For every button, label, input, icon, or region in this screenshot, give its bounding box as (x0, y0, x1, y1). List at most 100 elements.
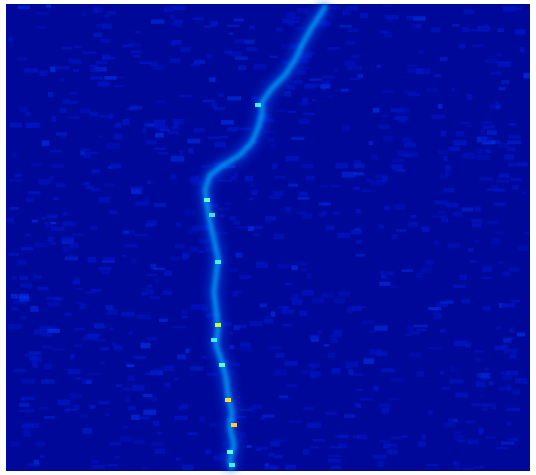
noise-speck (460, 122, 470, 124)
noise-speck (384, 32, 392, 38)
noise-speck (327, 47, 340, 50)
noise-speck (181, 403, 189, 408)
noise-speck (69, 101, 78, 104)
noise-speck (131, 415, 139, 420)
noise-speck (174, 378, 178, 380)
noise-speck (292, 21, 299, 23)
noise-speck (19, 276, 28, 280)
noise-speck (434, 313, 443, 319)
hot-spot (204, 198, 210, 202)
noise-speck (299, 67, 309, 69)
noise-speck (133, 55, 140, 57)
noise-speck (277, 264, 289, 268)
noise-speck (313, 439, 326, 442)
noise-speck (207, 136, 220, 139)
noise-speck (330, 185, 341, 187)
noise-speck (47, 329, 60, 333)
noise-speck (177, 354, 185, 359)
noise-speck (121, 312, 134, 316)
noise-speck (276, 110, 285, 113)
noise-speck (34, 460, 39, 465)
noise-speck (325, 225, 334, 230)
noise-speck (495, 447, 507, 449)
noise-speck (489, 381, 494, 384)
hot-spot (229, 463, 235, 467)
noise-speck (444, 188, 455, 193)
noise-speck (408, 93, 420, 96)
noise-speck (457, 440, 465, 442)
noise-speck (142, 467, 149, 469)
noise-speck (508, 438, 518, 441)
noise-speck (269, 56, 278, 58)
noise-speck (491, 238, 499, 243)
noise-speck (341, 89, 349, 92)
noise-speck (104, 183, 115, 186)
noise-speck (190, 176, 199, 180)
noise-speck (13, 369, 25, 372)
noise-speck (317, 330, 322, 333)
noise-speck (465, 342, 471, 348)
noise-speck (334, 299, 345, 303)
noise-speck (478, 430, 483, 434)
noise-speck (76, 377, 82, 379)
noise-speck (64, 313, 71, 316)
noise-speck (387, 450, 397, 455)
noise-speck (319, 213, 325, 217)
noise-speck (153, 421, 159, 426)
noise-speck (379, 125, 390, 129)
noise-speck (100, 347, 109, 350)
noise-speck (124, 244, 137, 247)
noise-speck (485, 149, 491, 153)
noise-speck (434, 240, 439, 244)
noise-speck (361, 190, 371, 192)
noise-speck (421, 268, 432, 273)
noise-speck (309, 335, 320, 339)
noise-speck (42, 345, 53, 348)
noise-speck (139, 417, 151, 420)
noise-speck (171, 156, 185, 162)
noise-speck (342, 172, 356, 178)
noise-speck (72, 234, 84, 236)
noise-speck (414, 325, 428, 328)
noise-speck (141, 343, 151, 349)
noise-speck (240, 346, 252, 351)
noise-speck (451, 366, 455, 372)
noise-speck (286, 85, 295, 90)
noise-speck (321, 22, 327, 28)
noise-speck (289, 420, 303, 422)
noise-speck (348, 66, 362, 71)
noise-speck (462, 207, 474, 211)
noise-speck (90, 65, 98, 67)
noise-speck (335, 163, 348, 169)
noise-speck (467, 94, 472, 100)
noise-speck (116, 122, 121, 127)
noise-speck (463, 9, 474, 14)
noise-speck (171, 174, 177, 179)
noise-speck (155, 449, 165, 454)
noise-speck (133, 356, 146, 359)
noise-speck (298, 197, 310, 200)
noise-speck (429, 347, 442, 349)
noise-speck (479, 177, 493, 181)
noise-speck (296, 70, 307, 75)
noise-speck (122, 255, 127, 257)
noise-speck (265, 220, 271, 223)
noise-speck (462, 468, 473, 470)
noise-speck (459, 275, 467, 280)
noise-speck (74, 278, 80, 283)
noise-speck (302, 97, 308, 103)
noise-speck (73, 69, 79, 72)
noise-speck (209, 423, 217, 427)
noise-speck (31, 356, 41, 362)
noise-speck (164, 382, 171, 387)
noise-speck (395, 204, 406, 210)
noise-speck (15, 174, 21, 178)
noise-speck (182, 316, 188, 318)
noise-speck (344, 61, 355, 67)
noise-speck (160, 129, 170, 131)
noise-speck (433, 216, 446, 218)
noise-speck (227, 96, 241, 100)
noise-speck (73, 405, 79, 410)
noise-speck (10, 207, 19, 210)
noise-speck (507, 408, 520, 411)
